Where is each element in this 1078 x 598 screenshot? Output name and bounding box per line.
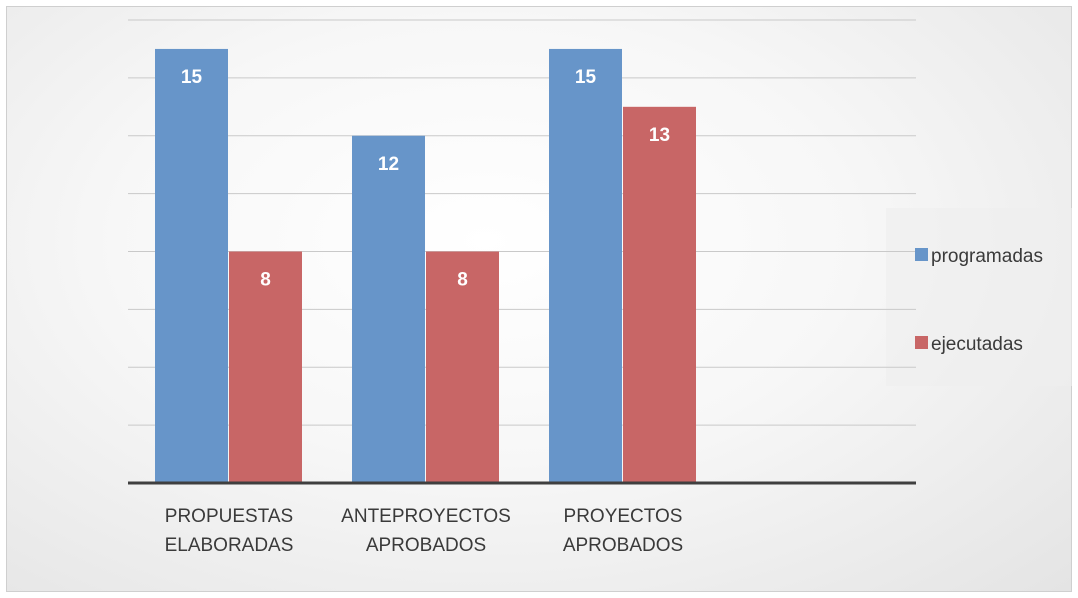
category-label: APROBADOS: [366, 535, 486, 556]
data-labels: 15 8 12 8 15 13: [181, 67, 670, 291]
bar-programadas: [352, 135, 425, 483]
category-labels: PROPUESTAS ELABORADAS ANTEPROYECTOS APROBAD…: [165, 506, 684, 556]
bar-programadas: [549, 48, 622, 483]
legend-swatch-programadas: [915, 248, 928, 261]
legend-swatch-ejecutadas: [915, 336, 928, 349]
data-label: 12: [378, 154, 399, 175]
bars: [155, 48, 696, 483]
legend-label-programadas: programadas: [931, 246, 1043, 267]
category-label: ELABORADAS: [165, 535, 294, 556]
category-label: APROBADOS: [563, 535, 683, 556]
bar-ejecutadas: [229, 251, 302, 483]
data-label: 15: [181, 67, 203, 88]
category-label: PROPUESTAS: [165, 506, 293, 527]
bar-ejecutadas: [623, 106, 696, 483]
category-label: ANTEPROYECTOS: [341, 506, 511, 527]
legend-label-ejecutadas: ejecutadas: [931, 334, 1023, 355]
data-label: 13: [649, 125, 670, 146]
data-label: 8: [260, 270, 271, 291]
legend-background: [886, 208, 1072, 386]
category-label: PROYECTOS: [564, 506, 683, 527]
bar-programadas: [155, 48, 228, 483]
legend: programadas ejecutadas: [915, 246, 1043, 355]
bar-ejecutadas: [426, 251, 499, 483]
data-label: 15: [575, 67, 597, 88]
data-label: 8: [457, 270, 468, 291]
